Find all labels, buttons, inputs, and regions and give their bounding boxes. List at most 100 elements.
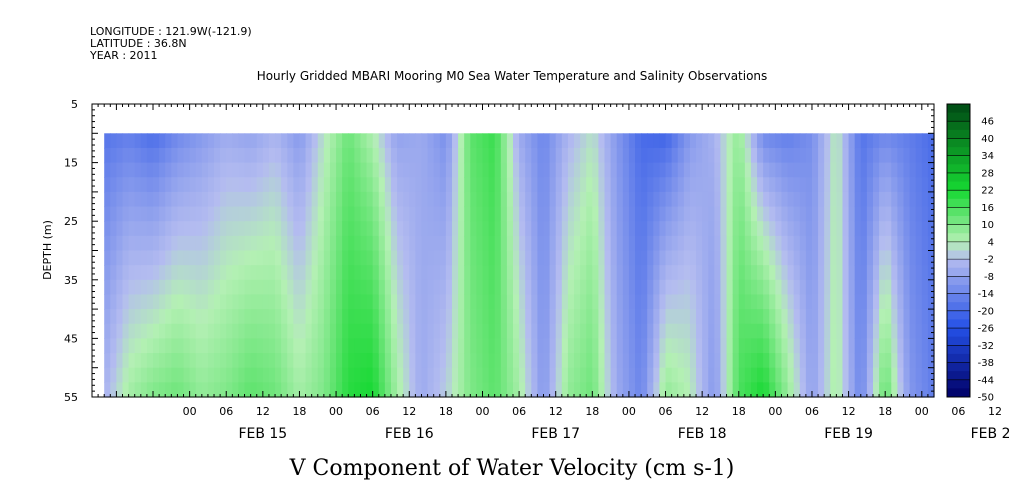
heatmap-cell — [824, 250, 831, 266]
heatmap-cell — [226, 323, 233, 339]
heatmap-cell — [226, 162, 233, 178]
heatmap-cell — [366, 353, 374, 369]
heatmap-cell — [531, 221, 538, 237]
heatmap-cell — [159, 382, 166, 398]
heatmap-cell — [799, 206, 807, 222]
heatmap-cell — [757, 279, 764, 296]
heatmap-cell — [390, 250, 398, 266]
heatmap-cell — [372, 250, 380, 266]
heatmap-cell — [677, 338, 685, 354]
heatmap-cell — [421, 323, 429, 339]
heatmap-cell — [580, 279, 587, 296]
heatmap-cell — [476, 133, 484, 149]
heatmap-cell — [323, 221, 331, 237]
heatmap-cell — [519, 250, 526, 266]
heatmap-cell — [872, 250, 880, 266]
heatmap-cell — [836, 133, 844, 149]
colorbar-label: 22 — [981, 186, 994, 197]
heatmap-cell — [848, 206, 856, 222]
heatmap-cell — [232, 221, 240, 237]
heatmap-cell — [525, 133, 532, 149]
heatmap-cell — [104, 162, 111, 178]
heatmap-cell — [201, 279, 209, 296]
heatmap-cell — [189, 206, 197, 222]
heatmap-cell — [537, 265, 545, 281]
heatmap-cell — [665, 147, 673, 164]
heatmap-cell — [738, 147, 746, 164]
heatmap-cell — [189, 162, 197, 178]
heatmap-cell — [226, 250, 233, 266]
heatmap-cell — [531, 309, 538, 325]
heatmap-cell — [360, 191, 368, 208]
colorbar-label: -44 — [978, 375, 994, 386]
heatmap-cell — [708, 221, 715, 237]
heatmap-cell — [397, 235, 404, 252]
heatmap-cell — [811, 162, 819, 178]
heatmap-cell — [513, 382, 520, 398]
heatmap-cell — [549, 353, 557, 369]
heatmap-cell — [427, 382, 435, 398]
heatmap-cell — [275, 250, 282, 266]
heatmap-cell — [561, 206, 569, 222]
heatmap-cell — [122, 235, 130, 252]
heatmap-cell — [811, 265, 819, 281]
heatmap-cell — [415, 177, 423, 193]
heatmap-cell — [549, 309, 557, 325]
heatmap-cell — [415, 353, 423, 369]
heatmap-cell — [714, 162, 722, 178]
heatmap-cell — [409, 279, 416, 296]
heatmap-cell — [714, 338, 722, 354]
heatmap-cell — [555, 133, 563, 149]
heatmap-cell — [915, 191, 923, 208]
heatmap-cell — [677, 221, 685, 237]
heatmap-cell — [769, 235, 776, 252]
heatmap-cell — [909, 309, 917, 325]
heatmap-cell — [244, 382, 252, 398]
heatmap-cell — [909, 367, 917, 383]
heatmap-cell — [128, 147, 136, 164]
heatmap-cell — [378, 206, 386, 222]
heatmap-cell — [781, 353, 789, 369]
heatmap-cell — [458, 250, 465, 266]
heatmap-cell — [763, 221, 770, 237]
heatmap-cell — [195, 221, 203, 237]
heatmap-cell — [616, 279, 624, 296]
heatmap-cell — [885, 367, 892, 383]
heatmap-cell — [921, 191, 929, 208]
heatmap-cell — [287, 235, 294, 252]
heatmap-cell — [799, 279, 807, 296]
heatmap-cell — [427, 353, 435, 369]
heatmap-cell — [519, 323, 526, 339]
heatmap-cell — [281, 162, 288, 178]
heatmap-cell — [805, 382, 813, 398]
heatmap-cell — [232, 367, 240, 383]
heatmap-cell — [433, 235, 441, 252]
heatmap-cell — [256, 221, 264, 237]
heatmap-cell — [293, 265, 301, 281]
x-tick-label: 12 — [695, 405, 709, 418]
heatmap-cell — [744, 338, 752, 354]
heatmap-cell — [720, 250, 728, 266]
heatmap-cell — [860, 279, 868, 296]
heatmap-cell — [360, 147, 368, 164]
heatmap-cell — [165, 235, 172, 252]
heatmap-cell — [799, 235, 807, 252]
heatmap-cell — [445, 294, 453, 310]
heatmap-cell — [818, 338, 825, 354]
heatmap-cell — [702, 221, 709, 237]
heatmap-cell — [299, 162, 307, 178]
heatmap-cell — [397, 206, 404, 222]
heatmap-cell — [665, 162, 673, 178]
heatmap-cell — [146, 162, 154, 178]
heatmap-cell — [488, 147, 496, 164]
heatmap-cell — [195, 206, 203, 222]
heatmap-cell — [750, 177, 758, 193]
heatmap-cell — [305, 309, 313, 325]
heatmap-cell — [580, 133, 587, 149]
heatmap-cell — [238, 191, 246, 208]
heatmap-cell — [293, 235, 301, 252]
heatmap-cell — [921, 235, 929, 252]
heatmap-cell — [220, 294, 227, 310]
heatmap-cell — [592, 294, 600, 310]
heatmap-cell — [153, 323, 160, 339]
